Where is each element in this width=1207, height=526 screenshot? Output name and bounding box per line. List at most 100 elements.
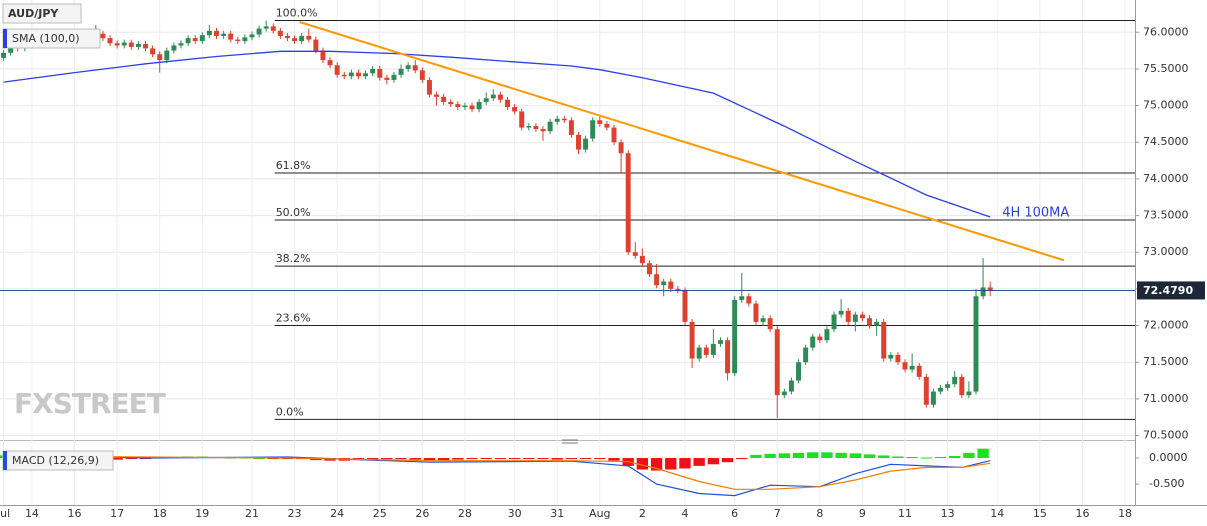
candle-body xyxy=(370,68,376,74)
histogram-bar xyxy=(267,458,279,460)
histogram-bar xyxy=(423,458,436,461)
candle-body xyxy=(384,77,390,80)
candle-body xyxy=(980,287,986,297)
histogram-bar xyxy=(821,452,833,459)
histogram-bar xyxy=(920,457,932,459)
candle-body xyxy=(8,46,14,53)
candle-body xyxy=(284,35,290,39)
candle-body xyxy=(987,287,993,291)
fib-level-label: 23.6% xyxy=(276,312,311,325)
candle-body xyxy=(739,296,745,300)
candle-body xyxy=(767,318,773,330)
x-tick-label: Jul xyxy=(0,507,10,520)
candle-body xyxy=(732,299,738,374)
candle-body xyxy=(476,101,482,110)
candle-body xyxy=(874,321,880,326)
candle-body xyxy=(462,105,468,108)
watermark: FXSTREET xyxy=(14,387,166,420)
x-tick-label: 13 xyxy=(941,507,955,520)
y-tick-label: 76.0000 xyxy=(1143,25,1189,38)
x-tick-label: 23 xyxy=(288,507,302,520)
candle-body xyxy=(639,255,645,264)
x-tick-label: 2 xyxy=(639,507,646,520)
trend-line xyxy=(299,21,1065,262)
candle-body xyxy=(263,26,269,29)
y-tick-label: 74.0000 xyxy=(1143,172,1189,185)
histogram-bar xyxy=(366,458,379,460)
candle-body xyxy=(554,118,560,122)
candle-body xyxy=(774,329,780,396)
x-tick-label: Aug xyxy=(589,507,610,520)
candle-body xyxy=(519,111,525,128)
candle-body xyxy=(128,42,134,47)
candle-body xyxy=(796,362,802,381)
candle-body xyxy=(618,142,624,154)
candle-body xyxy=(242,37,248,42)
histogram-bar xyxy=(466,458,478,460)
candle-body xyxy=(710,343,716,355)
fib-level-label: 0.0% xyxy=(276,405,304,418)
candle-body xyxy=(391,74,397,80)
symbol-title: AUD/JPY xyxy=(8,7,59,20)
x-tick-label: 16 xyxy=(68,507,82,520)
candle-body xyxy=(164,50,170,61)
y-tick-label: -0.500 xyxy=(1149,477,1184,490)
candle-body xyxy=(221,33,227,36)
candle-body xyxy=(583,138,589,150)
candle-body xyxy=(746,296,752,304)
x-tick-label: 15 xyxy=(1033,507,1047,520)
candle-body xyxy=(419,70,425,80)
candle-body xyxy=(348,72,354,77)
histogram-bar xyxy=(565,458,578,460)
y-tick-label: 73.5000 xyxy=(1143,209,1189,222)
candle-body xyxy=(632,252,638,256)
candle-body xyxy=(143,43,148,49)
x-tick-label: 9 xyxy=(859,507,866,520)
histogram-bar xyxy=(508,458,521,460)
x-tick-label: 24 xyxy=(330,507,344,520)
candle-body xyxy=(398,68,404,75)
candle-body xyxy=(576,134,581,150)
sma-legend-key xyxy=(3,29,7,48)
candle-body xyxy=(725,340,731,374)
candle-body xyxy=(121,42,127,46)
histogram-bar xyxy=(537,458,549,460)
candle-body xyxy=(781,391,787,396)
candle-body xyxy=(426,79,432,95)
candle-body xyxy=(363,73,369,77)
candle-body xyxy=(114,43,120,46)
histogram-bar xyxy=(579,458,592,460)
candle-body xyxy=(434,94,440,97)
y-tick-label: 72.0000 xyxy=(1143,319,1189,332)
candle-body xyxy=(930,391,936,405)
candle-body xyxy=(320,50,326,61)
candle-body xyxy=(625,153,631,253)
candle-body xyxy=(441,96,447,102)
histogram-bar xyxy=(778,453,791,459)
candle-body xyxy=(150,48,156,55)
candle-body xyxy=(803,347,809,363)
candle-body xyxy=(760,318,766,322)
candle-body xyxy=(228,33,234,40)
candle-body xyxy=(696,347,702,359)
histogram-bar xyxy=(452,458,464,460)
histogram-bar xyxy=(480,458,492,460)
histogram-bar xyxy=(608,458,620,461)
candle-body xyxy=(448,101,454,105)
candle-body xyxy=(206,30,212,36)
candle-body xyxy=(540,129,546,132)
candle-body xyxy=(313,39,319,51)
candle-body xyxy=(923,376,929,405)
candle-body xyxy=(668,281,674,289)
x-tick-label: 31 xyxy=(550,507,564,520)
candle-body xyxy=(966,391,972,396)
candle-body xyxy=(199,35,205,42)
candle-body xyxy=(469,105,475,110)
last-price-label: 72.4790 xyxy=(1143,284,1193,297)
y-tick-label: 71.0000 xyxy=(1143,392,1189,405)
candle-body xyxy=(306,35,312,40)
candle-body xyxy=(341,74,347,77)
candle-body xyxy=(277,30,283,36)
candle-body xyxy=(483,98,489,102)
